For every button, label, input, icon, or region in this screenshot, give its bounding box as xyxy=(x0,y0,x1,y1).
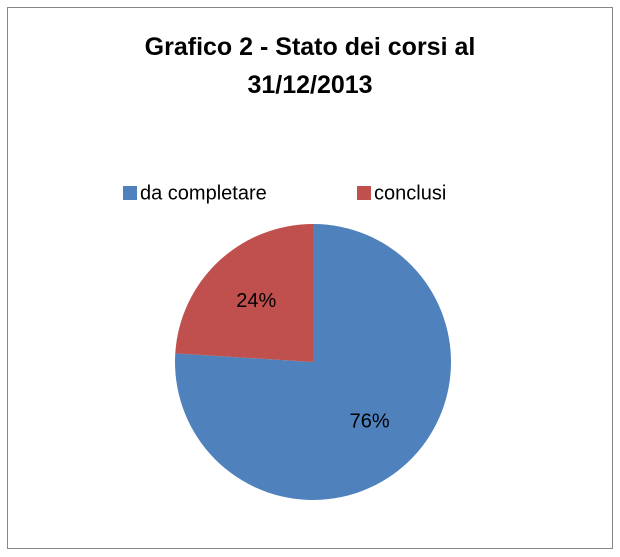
chart-title: Grafico 2 - Stato dei corsi al 31/12/201… xyxy=(144,33,476,99)
legend-swatch xyxy=(357,186,371,200)
data-label: 76% xyxy=(350,411,390,433)
legend-label: conclusi xyxy=(374,182,446,204)
data-label: 24% xyxy=(236,290,276,312)
pie-slice xyxy=(175,224,313,362)
legend-label: da completare xyxy=(140,182,267,204)
legend-swatch xyxy=(123,186,137,200)
